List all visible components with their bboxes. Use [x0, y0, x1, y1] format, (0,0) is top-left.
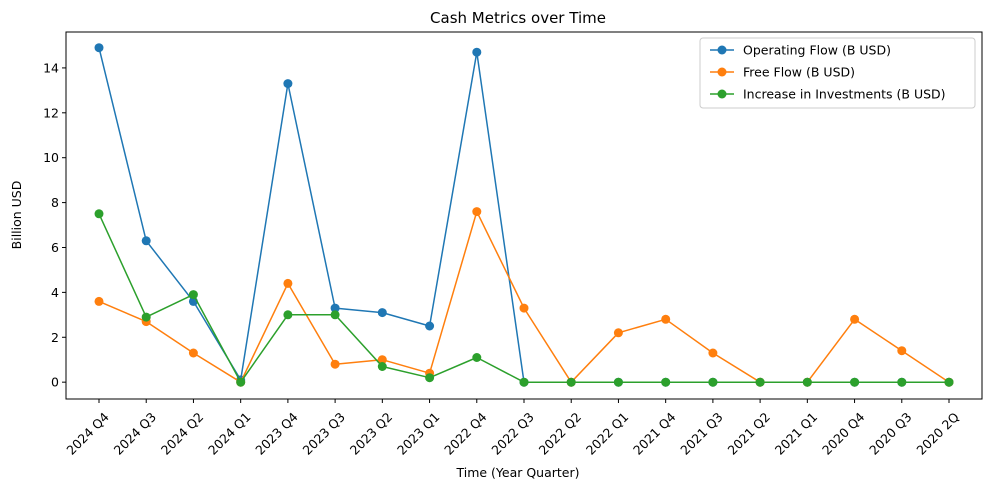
data-point — [283, 79, 293, 89]
x-tick-label: 2023 Q3 — [300, 409, 348, 457]
data-point — [755, 377, 765, 387]
data-point — [519, 303, 529, 313]
data-point — [425, 321, 435, 331]
series-2 — [94, 207, 954, 387]
x-tick-label: 2023 Q2 — [347, 409, 395, 457]
x-tick-label: 2020 2Q — [913, 409, 962, 458]
data-point — [708, 377, 718, 387]
x-tick-label: 2022 Q1 — [583, 409, 631, 457]
y-axis: 0 2 4 6 8 10 12 14 — [43, 60, 66, 390]
data-point — [283, 310, 293, 320]
data-point — [141, 312, 151, 322]
y-tick-label: 4 — [51, 285, 59, 300]
data-point — [236, 377, 246, 387]
data-point — [566, 377, 576, 387]
data-point — [613, 328, 623, 338]
data-point — [283, 278, 293, 288]
data-point — [377, 362, 387, 371]
data-point — [661, 314, 671, 324]
data-point — [330, 303, 340, 313]
x-axis-label: Time (Year Quarter) — [455, 465, 579, 480]
series-3 — [94, 209, 954, 387]
data-point — [802, 377, 812, 387]
chart-title: Cash Metrics over Time — [430, 9, 606, 27]
data-point — [708, 348, 718, 358]
data-point — [330, 310, 340, 320]
y-tick-label: 2 — [51, 330, 59, 345]
x-tick-label: 2023 Q4 — [252, 409, 301, 458]
x-tick-label: 2021 Q1 — [772, 409, 820, 457]
data-point — [94, 209, 104, 219]
x-tick-label: 2021 Q4 — [630, 409, 679, 458]
legend-frame — [699, 37, 976, 109]
series-layer — [94, 43, 954, 387]
x-tick-label: 2022 Q4 — [441, 409, 490, 458]
y-tick-label: 12 — [43, 105, 59, 120]
x-tick-label: 2020 Q4 — [819, 409, 868, 458]
data-point — [944, 377, 954, 387]
data-point — [897, 377, 907, 387]
legend-entry: Increase in Investments (B USD) — [743, 87, 946, 102]
x-tick-label: 2022 Q2 — [536, 409, 584, 457]
data-point — [613, 377, 623, 387]
data-point — [472, 47, 482, 57]
data-point — [850, 377, 860, 387]
data-point — [188, 348, 198, 358]
x-tick-label: 2024 Q4 — [63, 409, 112, 458]
x-tick-label: 2024 Q2 — [158, 409, 206, 457]
data-point — [377, 355, 387, 365]
legend-entry: Operating Flow (B USD) — [743, 43, 891, 58]
data-point — [850, 314, 860, 324]
y-tick-label: 8 — [51, 195, 59, 210]
data-point — [94, 43, 104, 53]
data-point — [377, 308, 387, 318]
data-point — [661, 377, 671, 387]
y-tick-label: 6 — [51, 240, 59, 255]
y-tick-label: 14 — [43, 60, 59, 75]
x-tick-label: 2021 Q3 — [677, 409, 725, 457]
data-point — [519, 377, 529, 387]
x-tick-label: 2024 Q3 — [111, 409, 159, 457]
data-point — [330, 359, 340, 369]
y-tick-label: 0 — [51, 375, 59, 390]
x-tick-label: 2021 Q2 — [725, 409, 773, 457]
legend-entry: Free Flow (B USD) — [743, 65, 855, 80]
data-point — [472, 207, 482, 217]
y-axis-label: Billion USD — [9, 181, 24, 250]
x-tick-label: 2022 Q3 — [488, 409, 536, 457]
data-point — [425, 373, 435, 383]
y-tick-label: 10 — [43, 150, 59, 165]
x-tick-label: 2024 Q1 — [205, 409, 253, 457]
data-point — [141, 236, 151, 246]
x-tick-label: 2023 Q1 — [394, 409, 442, 457]
data-point — [188, 290, 198, 300]
legend: Operating Flow (B USD) Free Flow (B USD) I… — [699, 37, 976, 109]
data-point — [94, 296, 104, 306]
data-point — [897, 346, 907, 356]
legend-swatch-marker — [717, 67, 727, 77]
x-tick-label: 2020 Q3 — [866, 409, 914, 457]
data-point — [472, 353, 482, 362]
series-line — [98, 213, 949, 383]
legend-swatch-marker — [717, 89, 727, 99]
legend-swatch-marker — [717, 45, 727, 55]
